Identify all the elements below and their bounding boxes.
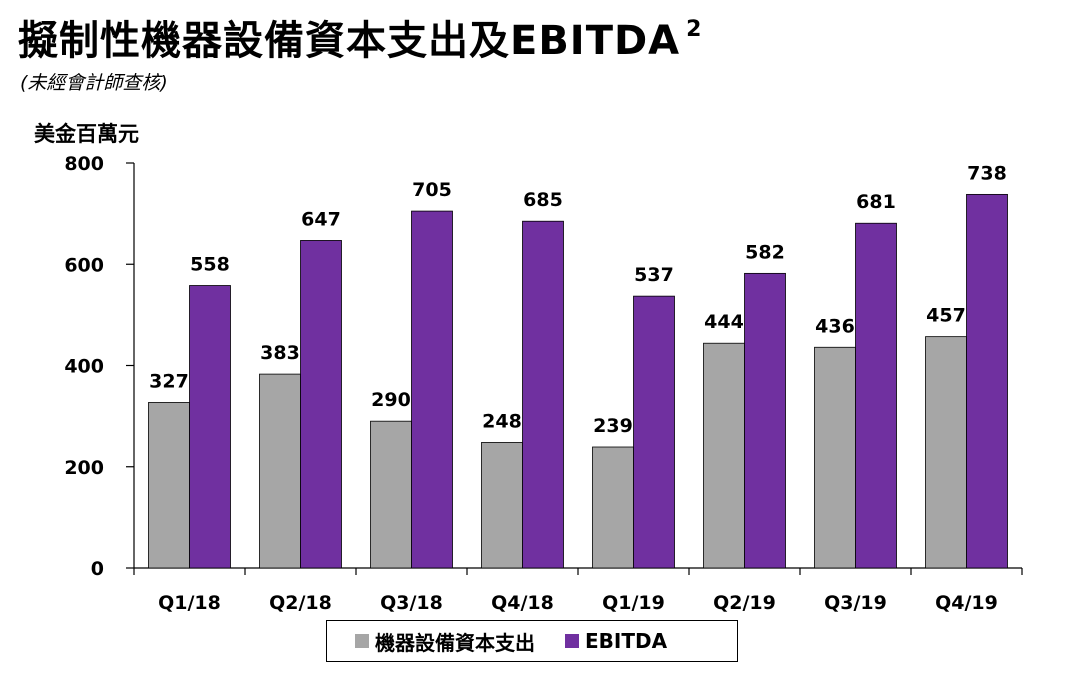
y-tick-label: 0 xyxy=(91,558,104,580)
bar-capex xyxy=(481,442,523,569)
legend-item-capex: 機器設備資本支出 xyxy=(355,627,535,656)
bar-capex xyxy=(148,402,190,569)
chart-labels: Q1/18 327 558 Q2/18 383 647 Q3/18 290 705 Q4/18 24… xyxy=(149,162,1007,614)
bar-capex xyxy=(703,342,745,569)
data-label-capex: 444 xyxy=(704,311,744,333)
data-label-ebitda: 647 xyxy=(301,208,341,230)
data-label-capex: 290 xyxy=(371,389,411,411)
title-footnote-mark: 2 xyxy=(686,17,703,42)
data-label-ebitda: 582 xyxy=(745,241,785,263)
bar-capex xyxy=(925,336,967,569)
x-tick-label: Q2/19 xyxy=(713,592,776,614)
legend-swatch-capex xyxy=(355,634,369,648)
data-label-capex: 436 xyxy=(815,315,855,337)
chart-title-text: 擬制性機器設備資本支出及EBITDA xyxy=(18,18,681,64)
data-label-ebitda: 558 xyxy=(190,254,230,276)
data-label-capex: 383 xyxy=(260,342,300,364)
bar-capex xyxy=(592,446,634,569)
bar-capex xyxy=(259,373,301,569)
x-tick-label: Q3/19 xyxy=(824,592,887,614)
data-label-capex: 457 xyxy=(926,305,966,327)
x-tick-label: Q1/18 xyxy=(158,592,221,614)
data-label-capex: 248 xyxy=(482,410,522,432)
x-tick-label: Q4/19 xyxy=(935,592,998,614)
legend-item-ebitda: EBITDA xyxy=(565,629,667,653)
legend-swatch-ebitda xyxy=(565,634,579,648)
bar-ebitda xyxy=(300,240,342,569)
legend-label-capex: 機器設備資本支出 xyxy=(375,630,535,655)
bar-ebitda xyxy=(522,220,564,569)
x-tick-label: Q4/18 xyxy=(491,592,554,614)
bar-ebitda xyxy=(744,272,786,569)
y-tick-label: 200 xyxy=(64,457,104,479)
bar-ebitda xyxy=(855,222,897,569)
data-label-ebitda: 738 xyxy=(967,162,1007,184)
y-tick-label: 600 xyxy=(64,254,104,276)
chart-title: 擬制性機器設備資本支出及EBITDA 2 xyxy=(18,8,702,66)
data-label-capex: 239 xyxy=(593,415,633,437)
data-label-ebitda: 537 xyxy=(634,264,674,286)
data-label-ebitda: 685 xyxy=(523,189,563,211)
bar-ebitda xyxy=(633,295,675,569)
data-label-ebitda: 681 xyxy=(856,191,896,213)
data-label-capex: 327 xyxy=(149,370,189,392)
data-label-ebitda: 705 xyxy=(412,179,452,201)
chart-subtitle: (未經會計師查核) xyxy=(20,72,168,94)
x-tick-label: Q2/18 xyxy=(269,592,332,614)
bar-ebitda xyxy=(411,210,453,569)
chart-legend: 機器設備資本支出 EBITDA xyxy=(326,620,738,662)
y-tick-label: 800 xyxy=(64,153,104,175)
y-tick-label: 400 xyxy=(64,356,104,378)
legend-label-ebitda: EBITDA xyxy=(585,629,668,653)
bar-capex xyxy=(370,420,412,569)
y-axis-unit-label: 美金百萬元 xyxy=(34,122,139,146)
bar-ebitda xyxy=(966,193,1008,569)
bar-capex xyxy=(814,346,856,569)
bar-ebitda xyxy=(189,285,231,569)
x-tick-label: Q1/19 xyxy=(602,592,665,614)
chart-bars xyxy=(148,193,1008,569)
x-tick-label: Q3/18 xyxy=(380,592,443,614)
